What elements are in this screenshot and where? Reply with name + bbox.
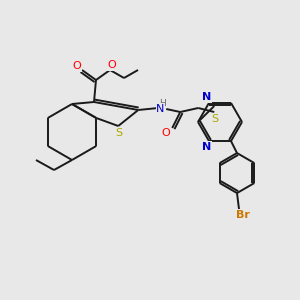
Text: S: S	[212, 114, 219, 124]
Text: Br: Br	[236, 210, 250, 220]
Text: H: H	[159, 98, 166, 107]
Text: O: O	[73, 61, 81, 71]
Text: N: N	[202, 142, 211, 152]
Text: S: S	[116, 128, 123, 138]
Text: N: N	[156, 104, 164, 114]
Text: N: N	[202, 92, 211, 102]
Text: O: O	[108, 60, 116, 70]
Text: O: O	[162, 128, 171, 138]
